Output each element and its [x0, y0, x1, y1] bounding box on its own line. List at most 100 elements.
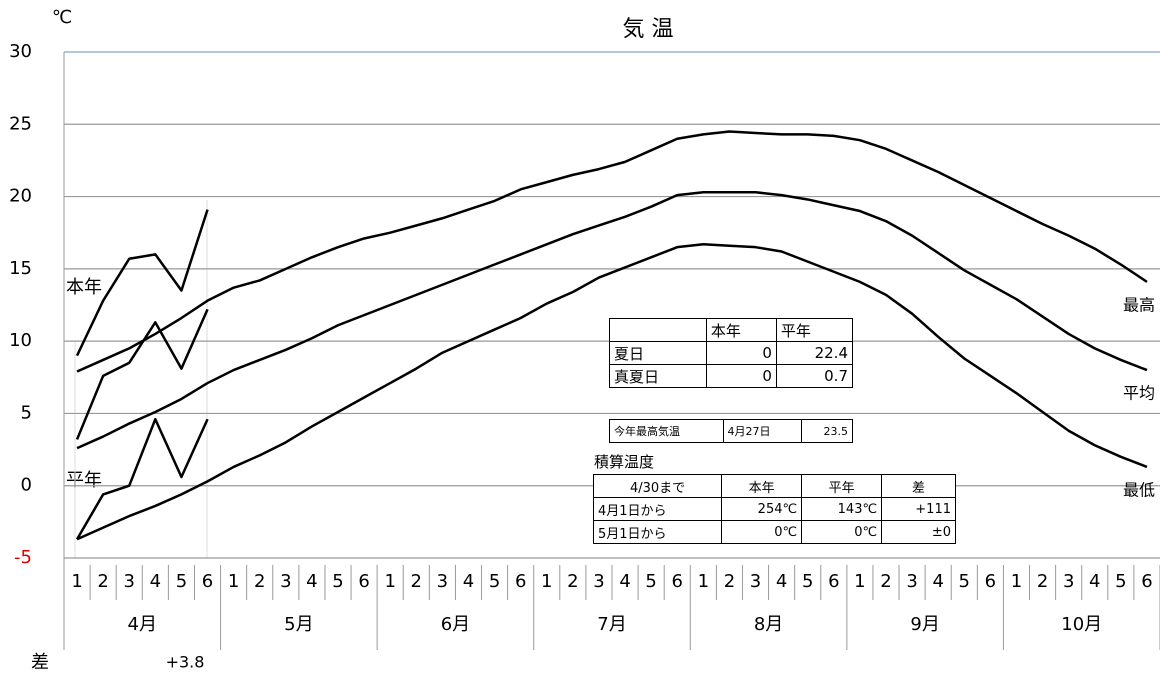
table-cell: 143℃: [801, 497, 883, 521]
x-tick-label: 6: [672, 571, 683, 592]
table-row: 今年最高気温 4月27日 23.5: [609, 419, 853, 443]
table-cell: +111: [881, 497, 956, 521]
month-label: 4月: [128, 614, 157, 635]
x-tick-label: 6: [1141, 571, 1152, 592]
x-tick-label: 2: [1037, 571, 1048, 592]
month-label: 8月: [754, 614, 783, 635]
x-tick-label: 1: [541, 571, 552, 592]
x-tick-label: 3: [124, 571, 135, 592]
accum-table: 4/30まで 本年 平年差 4月1日から 254℃ 143℃ +111 5月1日から 0℃ 0℃ ±…: [592, 474, 956, 544]
days-table: 本年 平年 夏日 0 22.4 真夏日 0 0.7: [609, 318, 854, 388]
x-tick-label: 3: [1063, 571, 1074, 592]
table-cell: 4/30まで: [592, 474, 723, 498]
max-temp-table: 今年最高気温 4月27日 23.5: [609, 419, 853, 443]
current-line: [75, 417, 209, 540]
x-tick-label: 3: [437, 571, 448, 592]
x-tick-label: 2: [97, 571, 108, 592]
x-tick-label: 5: [959, 571, 970, 592]
y-unit: ℃: [52, 7, 72, 28]
table-cell: 0: [705, 364, 777, 388]
diff-label: 差: [31, 652, 49, 673]
table-cell: 平年: [801, 474, 883, 498]
x-tick-label: 3: [593, 571, 604, 592]
x-tick-label: 6: [985, 571, 996, 592]
table-cell: 0℃: [801, 520, 883, 544]
table-cell: 23.5: [801, 419, 853, 443]
y-tick-label: -5: [14, 547, 32, 568]
x-tick-label: 1: [71, 571, 82, 592]
x-tick-label: 3: [280, 571, 291, 592]
y-tick-label: 15: [9, 258, 32, 279]
table-cell: 今年最高気温: [609, 419, 724, 443]
month-label: 10月: [1061, 614, 1102, 635]
chart-title: 気 温: [623, 17, 674, 42]
x-tick-label: 2: [567, 571, 578, 592]
x-tick-label: 5: [332, 571, 343, 592]
table-cell: 4月27日: [722, 419, 803, 443]
table-row: 5月1日から 0℃ 0℃ ±0: [592, 520, 956, 544]
table-cell: 夏日: [609, 341, 707, 365]
x-tick-label: 4: [306, 571, 317, 592]
x-tick-label: 1: [228, 571, 239, 592]
x-tick-label: 6: [202, 571, 213, 592]
table-cell: 0: [705, 341, 777, 365]
x-tick-label: 2: [724, 571, 735, 592]
table-row: 夏日 0 22.4: [609, 341, 854, 365]
table-cell: 22.4: [775, 341, 854, 365]
x-tick-label: 5: [1115, 571, 1126, 592]
x-tick-label: 2: [254, 571, 265, 592]
table-cell: 平年: [775, 318, 854, 342]
normal-label: 平年: [66, 470, 102, 491]
x-tick-label: 4: [1089, 571, 1100, 592]
x-tick-label: 6: [828, 571, 839, 592]
month-label: 9月: [910, 614, 939, 635]
x-tick-label: 3: [750, 571, 761, 592]
x-tick-label: 6: [515, 571, 526, 592]
x-tick-label: 1: [854, 571, 865, 592]
table-cell: 真夏日: [609, 364, 707, 388]
normal-line: [76, 243, 1148, 541]
month-label: 5月: [284, 614, 313, 635]
table-row: 4月1日から 254℃ 143℃ +111: [592, 497, 956, 521]
x-tick-label: 6: [358, 571, 369, 592]
current-line: [75, 308, 209, 440]
table-cell: 本年: [705, 318, 777, 342]
diff-value: +3.8: [166, 653, 205, 672]
month-label: 7月: [597, 614, 626, 635]
y-tick-label: 5: [21, 402, 32, 423]
x-tick-label: 1: [384, 571, 395, 592]
table-cell: 差: [881, 474, 956, 498]
x-tick-label: 5: [489, 571, 500, 592]
normal-line: [76, 190, 1148, 450]
x-tick-label: 2: [880, 571, 891, 592]
x-tick-label: 4: [463, 571, 474, 592]
y-tick-label: 20: [9, 186, 32, 207]
normal-line: [76, 130, 1148, 373]
current-line: [75, 209, 209, 357]
table-cell: 5月1日から: [592, 520, 723, 544]
table-row: 真夏日 0 0.7: [609, 364, 854, 388]
x-tick-label: 2: [411, 571, 422, 592]
x-tick-label: 4: [150, 571, 161, 592]
x-tick-label: 4: [776, 571, 787, 592]
x-tick-label: 4: [932, 571, 943, 592]
y-tick-label: 0: [21, 475, 32, 496]
x-tick-label: 5: [802, 571, 813, 592]
series-label: 最低: [1123, 480, 1155, 499]
table-cell: 254℃: [721, 497, 803, 521]
x-tick-label: 1: [698, 571, 709, 592]
y-tick-label: 25: [9, 113, 32, 134]
x-tick-label: 5: [645, 571, 656, 592]
series-label: 最高: [1123, 295, 1155, 314]
month-label: 6月: [441, 614, 470, 635]
x-tick-label: 1: [1011, 571, 1022, 592]
table-cell: [609, 318, 707, 342]
table-cell: 0℃: [721, 520, 803, 544]
x-tick-label: 3: [906, 571, 917, 592]
series-label: 平均: [1123, 384, 1155, 403]
table-cell: 0.7: [775, 364, 854, 388]
x-tick-label: 4: [619, 571, 630, 592]
table-cell: 4月1日から: [592, 497, 723, 521]
table-row: 4/30まで 本年 平年差: [592, 474, 956, 498]
